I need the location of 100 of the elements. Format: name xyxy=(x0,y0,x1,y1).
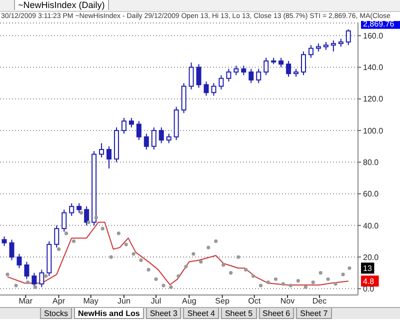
point xyxy=(94,216,98,220)
x-tick-label: Oct xyxy=(248,296,262,306)
candlestick xyxy=(76,202,82,214)
point xyxy=(334,282,338,286)
point xyxy=(311,280,315,284)
point xyxy=(326,277,330,281)
candlestick xyxy=(241,65,246,76)
candlestick xyxy=(136,120,142,141)
point xyxy=(288,284,292,288)
point xyxy=(124,242,128,246)
sheet-tab: Sheet 5 xyxy=(220,308,257,319)
point xyxy=(146,268,150,272)
x-tick-label: Sep xyxy=(215,296,230,306)
point xyxy=(281,282,285,286)
candlestick xyxy=(226,68,232,82)
point xyxy=(100,226,104,230)
point xyxy=(14,284,18,288)
x-tick-label: Apr xyxy=(52,296,66,306)
point xyxy=(154,277,158,281)
sheet-tab: Sheet 6 xyxy=(258,308,294,319)
candlestick xyxy=(62,209,67,232)
point xyxy=(64,232,68,236)
x-tick-label: Aug xyxy=(182,296,196,306)
point xyxy=(72,239,76,244)
y-tick-label: 120.0 xyxy=(363,94,384,104)
point xyxy=(341,272,345,276)
candlestick xyxy=(256,68,262,84)
candlestick xyxy=(308,44,314,58)
point xyxy=(33,285,38,289)
x-tick-label: Jul xyxy=(150,296,162,306)
candlestick xyxy=(234,65,239,76)
point xyxy=(274,277,278,281)
x-tick-label: May xyxy=(83,296,98,306)
sheet-tab: Sheet 4 xyxy=(183,308,219,319)
point xyxy=(116,232,120,236)
point xyxy=(132,252,136,256)
candlestick xyxy=(330,40,336,52)
y-tick-label: 20.0 xyxy=(363,252,380,262)
point xyxy=(222,263,226,267)
candlestick xyxy=(54,224,60,248)
point xyxy=(139,258,143,262)
candlestick xyxy=(99,142,104,158)
y-tick-label: 140.0 xyxy=(363,63,384,72)
candlestick xyxy=(151,126,156,150)
point xyxy=(348,266,352,270)
x-tick-label: Jun xyxy=(118,296,130,306)
candlestick xyxy=(346,28,351,46)
candlestick xyxy=(301,50,306,76)
candlestick xyxy=(211,82,216,96)
candlestick xyxy=(9,239,14,261)
candlestick xyxy=(188,62,194,90)
candlestick xyxy=(196,64,202,88)
y-tick-label: 0.0 xyxy=(363,284,375,294)
point xyxy=(296,278,300,283)
sheet-tab: Stocks xyxy=(40,308,72,319)
candlestick xyxy=(106,146,112,169)
candlestick xyxy=(69,202,74,216)
candlestick xyxy=(158,126,164,144)
candlestick xyxy=(128,117,134,128)
point xyxy=(251,274,256,278)
point xyxy=(162,284,166,288)
point xyxy=(258,284,263,288)
point xyxy=(229,271,233,275)
y-tick-label: 80.0 xyxy=(363,158,380,168)
point xyxy=(206,246,210,250)
sheet-tab: Sheet 7 xyxy=(296,308,332,319)
x-tick-label: Dec xyxy=(312,296,327,306)
text: 2,869.76 xyxy=(363,19,395,28)
point xyxy=(86,220,90,224)
point xyxy=(56,247,61,251)
y-tick-label: 160.0 xyxy=(363,31,384,40)
point xyxy=(236,255,240,259)
point xyxy=(169,285,173,289)
y-tick-label: 60.0 xyxy=(363,190,380,199)
x-tick-label: Nov xyxy=(280,296,295,306)
chart-title: ~NewHisIndex (Daily) xyxy=(14,0,109,10)
candlestick xyxy=(2,236,7,246)
point xyxy=(266,280,270,284)
x-tick-label: Mar xyxy=(18,296,33,306)
sheet-tab: Sheet 3 xyxy=(146,308,182,319)
y-tick-label: 40.0 xyxy=(363,221,380,230)
candlestick xyxy=(16,253,22,269)
point xyxy=(176,274,180,278)
candlestick xyxy=(204,81,209,96)
point xyxy=(244,268,248,272)
point xyxy=(44,274,48,278)
point xyxy=(26,280,30,284)
point xyxy=(192,252,196,256)
point xyxy=(79,210,84,215)
point xyxy=(6,272,10,276)
candlestick xyxy=(218,74,224,90)
point xyxy=(184,264,188,268)
candlestick xyxy=(286,60,292,78)
point xyxy=(318,271,322,275)
candlestick xyxy=(144,133,149,150)
candlestick xyxy=(278,57,284,68)
candlestick xyxy=(24,261,30,280)
y-tick-label: 100.0 xyxy=(363,126,384,136)
candlestick xyxy=(264,57,269,76)
candlestick xyxy=(248,68,254,84)
